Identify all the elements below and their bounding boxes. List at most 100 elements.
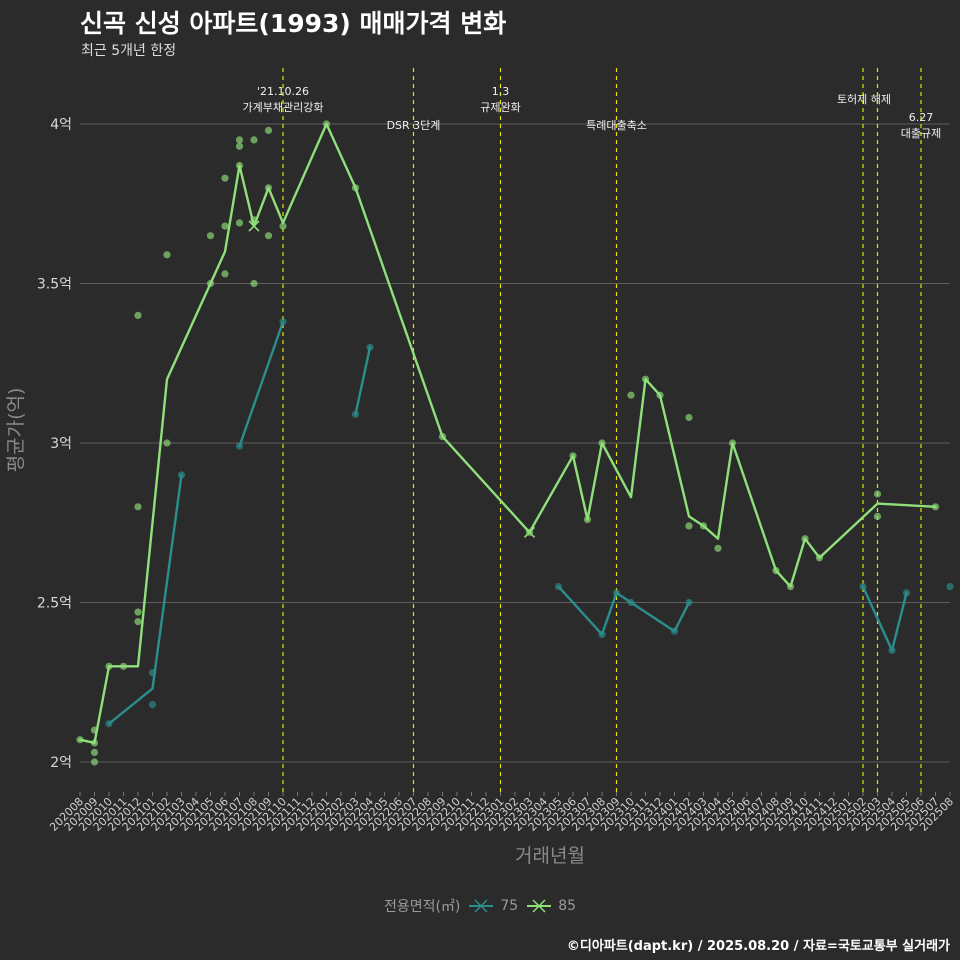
legend-item-75: 75 [468, 898, 518, 914]
data-point-85 [235, 136, 244, 144]
y-tick-label: 4억 [50, 117, 72, 133]
legend-label-85: 85 [558, 898, 577, 914]
data-point-75 [554, 583, 563, 591]
data-point-75 [685, 598, 693, 607]
data-point-85 [90, 726, 99, 734]
event-label: 6.27 [909, 111, 934, 124]
data-point-85 [656, 391, 664, 399]
data-point-85 [90, 748, 99, 757]
source-caption: ©디아파트(dapt.kr) / 2025.08.20 / 자료=국토교통부 실… [566, 939, 950, 954]
event-label: 규제완화 [480, 101, 520, 114]
chart-subtitle: 최근 5개년 한정 [81, 43, 177, 59]
series-line-85 [78, 122, 937, 745]
data-point-85 [206, 232, 215, 240]
data-point-85 [90, 739, 99, 747]
data-point-85 [815, 554, 824, 562]
data-point-75 [670, 627, 679, 635]
data-point-85 [76, 736, 84, 744]
data-point-85 [134, 503, 142, 511]
y-axis-title: 평균가(억) [5, 388, 27, 473]
cross-marker [248, 220, 260, 232]
data-point-85 [250, 136, 258, 144]
series-line-75 [557, 585, 691, 636]
data-point-85 [598, 439, 606, 447]
data-point-75 [105, 720, 113, 728]
data-point-85 [221, 174, 229, 182]
data-point-75 [148, 701, 157, 709]
event-label: 가계부채관리강화 [243, 101, 324, 114]
data-point-75 [148, 669, 157, 677]
data-point-85 [351, 184, 360, 192]
data-point-75 [902, 589, 911, 597]
data-point-75 [612, 589, 621, 597]
series-line-75 [238, 320, 285, 448]
data-point-85 [264, 126, 273, 134]
data-point-85 [264, 184, 273, 192]
series-line-75 [354, 346, 372, 416]
data-point-85 [728, 439, 737, 447]
cross-marker [523, 526, 536, 538]
data-point-85 [641, 375, 650, 383]
data-point-85 [699, 522, 708, 530]
y-tick-label: 3.5억 [37, 277, 72, 293]
data-point-85 [105, 662, 113, 670]
data-point-75 [279, 318, 287, 326]
data-point-85 [569, 452, 577, 460]
y-tick-label: 3억 [50, 436, 72, 452]
data-point-85 [235, 219, 244, 227]
data-point-85 [250, 279, 258, 288]
data-point-85 [221, 222, 229, 230]
data-point-85 [134, 618, 142, 626]
legend-label-75: 75 [500, 898, 519, 914]
data-point-75 [888, 646, 896, 655]
data-point-85 [279, 222, 287, 230]
event-label: '21.10.26 [257, 85, 309, 98]
data-point-85 [714, 544, 722, 552]
data-point-75 [859, 583, 867, 591]
event-label: 1.3 [492, 85, 510, 98]
data-point-85 [90, 758, 99, 766]
y-tick-label: 2.5억 [37, 596, 72, 612]
chart-title: 신곡 신성 아파트(1993) 매매가격 변화 [80, 9, 507, 38]
x-axis-title: 거래년월 [515, 845, 585, 867]
event-label: 토허제 해제 [837, 92, 891, 106]
data-point-75 [627, 598, 635, 607]
series-line-75 [107, 473, 183, 725]
y-tick-label: 2억 [50, 755, 72, 771]
legend-key-85-icon [527, 899, 552, 913]
data-point-85 [931, 503, 940, 511]
legend-title: 전용면적(㎡) [383, 899, 461, 915]
legend: 전용면적(㎡) 75 85 [0, 896, 960, 916]
data-point-75 [366, 343, 374, 351]
legend-key-75-icon [469, 899, 494, 913]
event-label: 대출규제 [901, 127, 941, 140]
data-point-85 [873, 512, 882, 521]
data-point-75 [946, 583, 954, 591]
data-point-85 [221, 270, 229, 278]
legend-item-85: 85 [526, 898, 576, 914]
data-point-85 [873, 490, 882, 498]
data-point-85 [583, 516, 592, 524]
data-point-85 [235, 142, 244, 150]
data-point-85 [322, 120, 331, 128]
data-point-85 [163, 439, 171, 447]
series-line-75 [861, 585, 908, 652]
data-point-85 [250, 216, 258, 224]
data-point-85 [134, 311, 142, 319]
data-point-85 [772, 567, 780, 575]
data-point-85 [235, 161, 244, 170]
data-point-85 [163, 251, 171, 259]
data-point-85 [685, 522, 693, 530]
data-point-75 [177, 471, 186, 479]
data-point-85 [786, 583, 795, 591]
data-point-75 [351, 410, 360, 418]
data-point-85 [119, 662, 128, 670]
data-point-85 [206, 279, 215, 288]
data-point-85 [438, 433, 447, 441]
event-label: 특례대출축소 [586, 119, 647, 132]
data-point-85 [685, 413, 693, 422]
data-point-75 [235, 442, 244, 450]
data-point-85 [627, 391, 635, 399]
